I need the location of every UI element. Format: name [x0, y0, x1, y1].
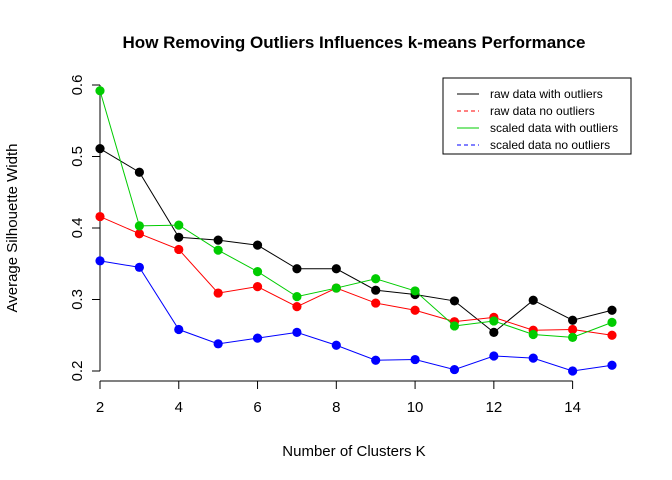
data-point — [371, 298, 381, 308]
legend-box — [442, 77, 632, 155]
legend-label: raw data no outliers — [490, 104, 595, 118]
data-point — [568, 366, 578, 376]
data-point — [607, 360, 617, 370]
legend-label: scaled data no outliers — [490, 138, 610, 152]
data-point — [292, 264, 302, 274]
data-point — [331, 340, 341, 350]
data-point — [371, 355, 381, 365]
series-line — [99, 216, 613, 336]
data-point — [489, 351, 499, 361]
data-point — [489, 316, 499, 326]
x-tick-label: 12 — [486, 399, 503, 416]
data-point — [95, 86, 105, 96]
legend-items: raw data with outliers raw data no outlie… — [457, 87, 618, 152]
data-point — [252, 282, 263, 292]
data-point — [95, 211, 105, 222]
y-tick-label: 0.2 — [69, 361, 86, 382]
data-point — [607, 305, 617, 315]
series-line — [99, 260, 613, 372]
legend: raw data with outliers raw data no outlie… — [442, 77, 632, 155]
data-point — [568, 324, 578, 335]
data-point — [174, 324, 184, 335]
data-point — [449, 321, 460, 331]
data-point — [489, 327, 499, 337]
data-point — [252, 333, 263, 343]
series-line — [99, 148, 613, 334]
data-point — [528, 295, 538, 305]
y-tick-label: 0.5 — [69, 146, 86, 167]
data-point — [331, 264, 341, 274]
data-point — [371, 274, 381, 284]
data-point — [213, 339, 223, 349]
x-tick-label: 8 — [332, 399, 340, 416]
data-point — [134, 262, 144, 272]
data-point — [174, 220, 184, 230]
data-point — [252, 240, 263, 250]
series-group — [95, 86, 617, 376]
y-tick-label: 0.3 — [69, 289, 86, 310]
axes: 2 4 6 8 10 12 14 0.2 0.3 0.4 0.5 0.6 — [69, 75, 581, 416]
x-tick-label: 4 — [175, 399, 183, 416]
data-point — [134, 167, 144, 177]
series-line — [99, 90, 613, 338]
x-tick-label: 2 — [96, 399, 104, 416]
data-point — [607, 317, 617, 327]
data-point — [528, 353, 538, 363]
x-tick-label: 10 — [407, 399, 424, 416]
data-point — [371, 285, 381, 295]
data-point — [292, 302, 302, 312]
data-point — [134, 229, 144, 239]
y-tick-label: 0.6 — [69, 75, 86, 96]
data-point — [213, 245, 223, 255]
x-axis-label: Number of Clusters K — [282, 443, 425, 460]
x-tick-label: 14 — [564, 399, 581, 416]
data-point — [449, 364, 460, 375]
data-point — [174, 244, 184, 255]
data-point — [292, 327, 302, 337]
legend-label: raw data with outliers — [490, 87, 603, 101]
data-point — [252, 267, 263, 277]
data-point — [410, 305, 420, 315]
data-point — [95, 144, 105, 154]
data-point — [607, 330, 617, 340]
x-tick-label: 6 — [253, 399, 261, 416]
y-tick-label: 0.4 — [69, 218, 86, 239]
legend-label: scaled data with outliers — [490, 121, 618, 135]
data-point — [528, 329, 538, 340]
chart-title: How Removing Outliers Influences k-means… — [123, 33, 586, 52]
data-point — [449, 296, 460, 306]
data-point — [331, 283, 341, 293]
data-point — [213, 235, 223, 245]
data-point — [134, 221, 144, 231]
y-axis-label: Average Silhouette Width — [4, 144, 21, 313]
data-point — [213, 288, 223, 298]
data-point — [292, 292, 302, 302]
data-point — [174, 232, 184, 242]
data-point — [568, 315, 578, 325]
data-point — [410, 354, 420, 365]
data-point — [410, 286, 420, 296]
data-point — [568, 332, 578, 342]
data-point — [95, 256, 105, 266]
